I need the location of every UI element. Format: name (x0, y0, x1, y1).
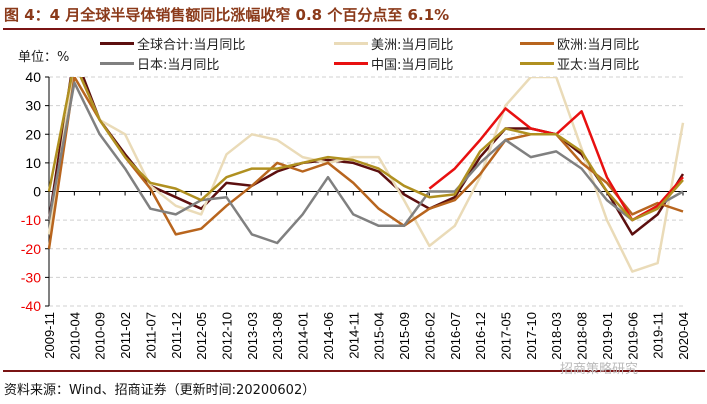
legend-label: 欧洲:当月同比 (557, 38, 640, 53)
x-tick-label: 2013-08 (270, 312, 285, 360)
legend-item: 欧洲:当月同比 (520, 34, 639, 53)
source-rule (3, 370, 705, 372)
x-tick-label: 2019-11 (651, 312, 666, 359)
series-line-3 (47, 81, 684, 245)
y-tick-label: 10 (25, 155, 41, 171)
legend-item: 亚太:当月同比 (520, 54, 639, 73)
legend-label: 美洲:当月同比 (371, 38, 454, 53)
y-tick-label: -40 (21, 298, 41, 314)
y-tick-label: -20 (21, 241, 41, 257)
unit-label: 单位：% (18, 50, 70, 65)
legend-item: 美洲:当月同比 (334, 34, 453, 53)
series-line-1 (47, 77, 685, 273)
x-tick-label: 2011-02 (118, 312, 133, 359)
legend-label: 亚太:当月同比 (557, 58, 640, 73)
x-tick-label: 2011-12 (169, 312, 184, 359)
legend-label: 全球合计:当月同比 (137, 38, 246, 53)
legend-label: 中国:当月同比 (371, 58, 454, 73)
x-tick-label: 2019-06 (625, 312, 640, 360)
x-tick-label: 2017-10 (524, 312, 539, 360)
legend-label: 日本:当月同比 (137, 58, 220, 73)
title-rule (3, 28, 705, 30)
series-group (47, 77, 685, 273)
series-line-5 (47, 77, 684, 222)
legend-swatch (520, 62, 554, 65)
x-tick-label: 2015-09 (397, 312, 412, 360)
x-tick-label: 2011-07 (143, 312, 158, 359)
legend-item: 全球合计:当月同比 (100, 34, 245, 53)
y-tick-label: -10 (21, 212, 41, 228)
x-tick-label: 2019-01 (600, 312, 615, 360)
chart-title: 图 4：4 月全球半导体销售额同比涨幅收窄 0.8 个百分点至 6.1% (4, 6, 450, 24)
series-line-2 (47, 77, 684, 249)
y-tick-label: 40 (25, 69, 41, 85)
legend-swatch (334, 42, 368, 45)
y-tick-label: 30 (25, 98, 41, 114)
x-tick-label: 2018-03 (549, 312, 564, 360)
y-tick-label: 0 (33, 184, 41, 200)
y-tick-label: 20 (25, 126, 41, 142)
x-tick-label: 2016-12 (473, 312, 488, 360)
legend-swatch (100, 42, 134, 45)
legend-swatch (100, 62, 134, 65)
x-tick-label: 2013-03 (245, 312, 260, 360)
x-tick-label: 2015-04 (372, 312, 387, 360)
x-tick-label: 2016-07 (448, 312, 463, 360)
x-tick-label: 2014-06 (321, 312, 336, 360)
x-tick-label: 2009-11 (42, 312, 57, 359)
x-tick-label: 2014-01 (296, 312, 311, 360)
x-tick-label: 2017-05 (498, 312, 513, 360)
x-tick-label: 2018-08 (575, 312, 590, 360)
legend-item: 中国:当月同比 (334, 54, 453, 73)
legend-item: 日本:当月同比 (100, 54, 219, 73)
x-tick-label: 2020-04 (676, 312, 691, 360)
y-tick-label: -30 (21, 269, 41, 285)
x-tick-label: 2012-05 (194, 312, 209, 360)
series-line-0 (47, 77, 685, 236)
watermark: 招商策略研究 (560, 362, 639, 377)
x-tick-label: 2012-10 (220, 312, 235, 360)
x-tick-label: 2010-04 (67, 312, 82, 360)
legend-swatch (520, 42, 554, 45)
source-note: 资料来源：Wind、招商证券（更新时间:20200602） (4, 383, 316, 398)
legend-swatch (334, 62, 368, 65)
x-tick-label: 2010-09 (93, 312, 108, 360)
x-tick-label: 2016-02 (422, 312, 437, 360)
x-tick-label: 2014-11 (346, 312, 361, 359)
